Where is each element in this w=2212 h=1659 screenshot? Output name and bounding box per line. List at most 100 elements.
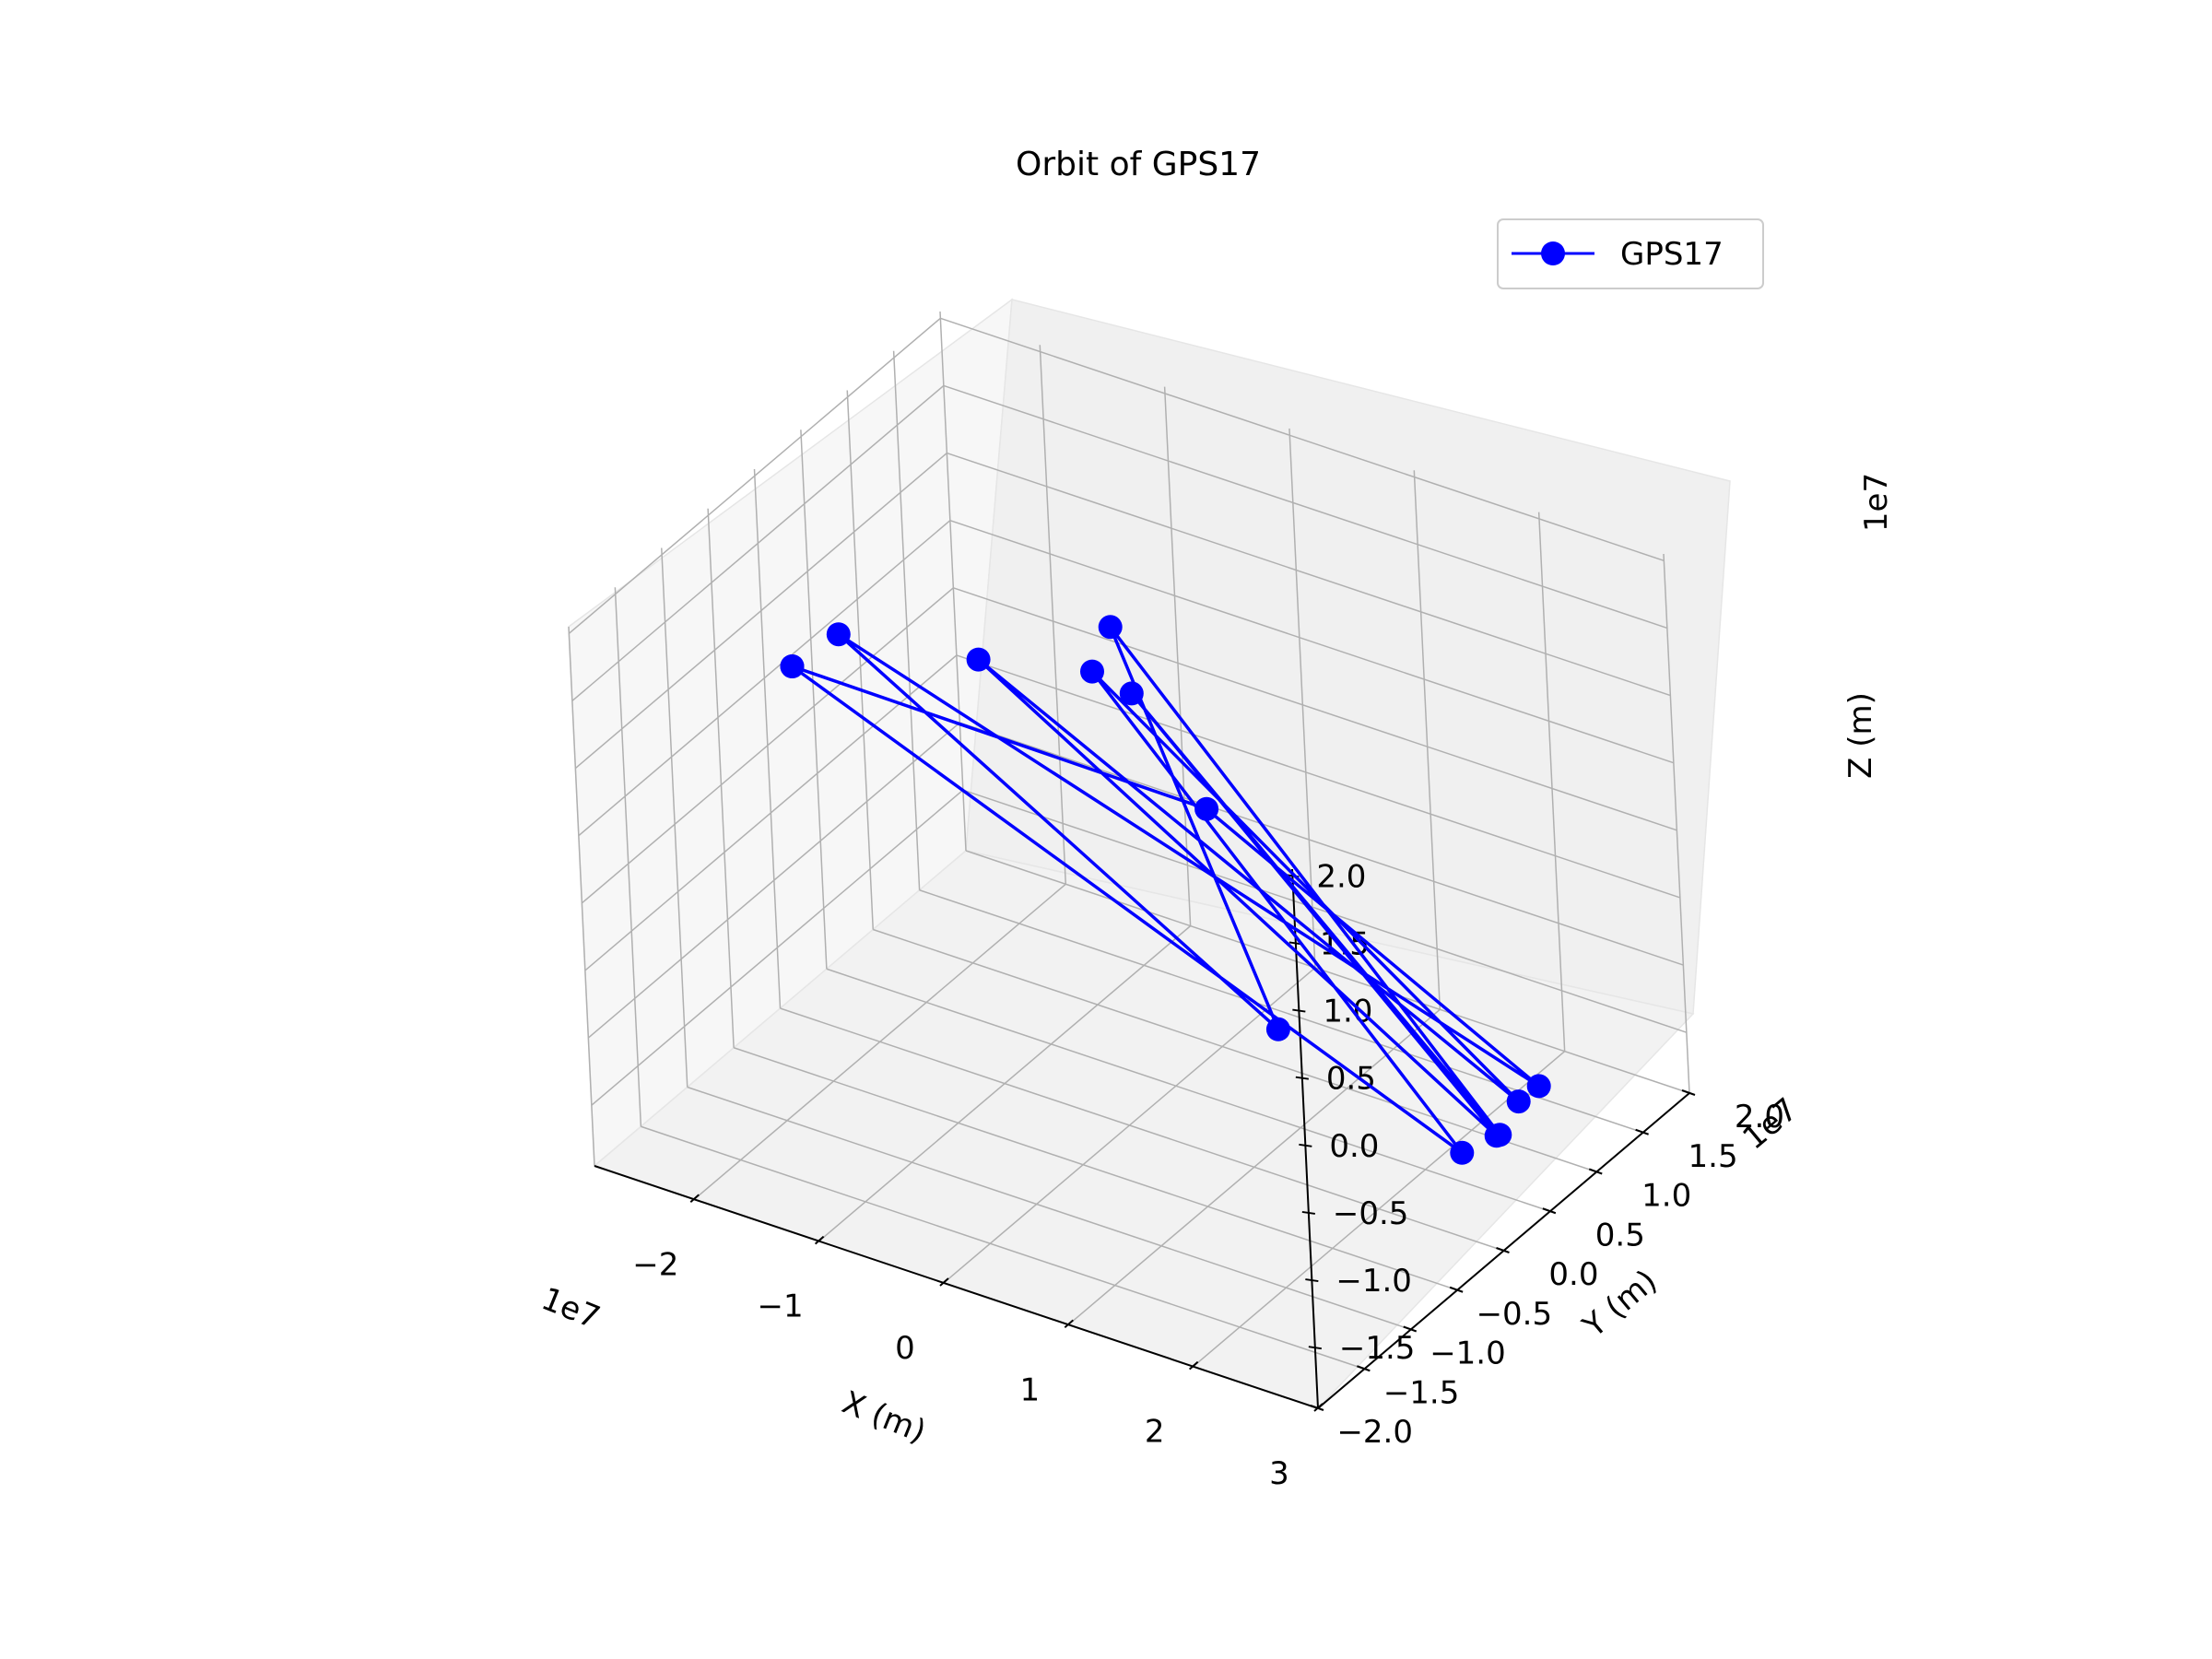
data-point — [966, 647, 991, 672]
y-grid-left — [892, 350, 921, 890]
z-tick-label: 2.0 — [1316, 858, 1366, 895]
z-tick-mark — [1292, 1008, 1306, 1013]
z-grid-left — [591, 789, 964, 1106]
x-grid-back — [1537, 512, 1566, 1052]
data-point — [1265, 1017, 1290, 1041]
x-grid-back — [1288, 428, 1316, 969]
x-grid-back — [1663, 553, 1690, 1094]
data-point — [1450, 1140, 1475, 1165]
z-grid-left — [571, 384, 945, 702]
x-tick-mark — [939, 1277, 949, 1287]
y-tick-label: −1.5 — [1383, 1374, 1460, 1411]
z-tick-label: 0.5 — [1326, 1061, 1376, 1098]
y-tick-mark — [1681, 1089, 1696, 1096]
z-tick-label: 0.0 — [1329, 1128, 1379, 1165]
z-tick-mark — [1301, 1210, 1315, 1215]
z-tick-mark — [1305, 1278, 1319, 1283]
z-grid-left — [581, 587, 954, 904]
series-line — [791, 625, 1541, 1155]
data-point — [826, 622, 851, 647]
z-tick-mark — [1308, 1346, 1322, 1350]
y-grid-floor — [687, 1086, 1411, 1331]
z-tick-mark — [1299, 1143, 1312, 1147]
z-grid-left — [568, 317, 941, 634]
y-tick-mark — [1403, 1325, 1418, 1333]
series-gps17 — [780, 615, 1551, 1165]
z-grid-left — [574, 452, 947, 770]
y-grid-floor — [780, 1007, 1504, 1252]
x-tick-mark — [1064, 1319, 1074, 1329]
z-axis-line — [1291, 868, 1319, 1409]
x-grid-back — [1039, 345, 1067, 885]
x-offset-label: 1e7 — [536, 1280, 605, 1336]
y-grid-floor — [826, 968, 1551, 1212]
z-grid-left — [584, 654, 958, 971]
y-tick-label: 1.0 — [1641, 1178, 1691, 1215]
y-tick-label: −2.0 — [1336, 1414, 1413, 1451]
x-axis-label: X (m) — [837, 1384, 931, 1451]
x-tick-mark — [814, 1235, 825, 1245]
z-grid-left — [578, 520, 951, 837]
z-grid-back — [940, 317, 1665, 562]
z-grid-back — [943, 384, 1668, 629]
z-grid-back — [956, 654, 1681, 899]
data-point — [1526, 1074, 1551, 1099]
y-tick-mark — [1310, 1405, 1324, 1411]
y-grid-floor — [733, 1047, 1458, 1291]
y-tick-mark — [1357, 1365, 1371, 1372]
chart-title: Orbit of GPS17 — [1016, 146, 1261, 183]
x-tick-label: 2 — [1145, 1414, 1165, 1451]
y-grid-left — [568, 626, 595, 1167]
z-axis-label: Z (m) — [1842, 692, 1879, 779]
y-tick-label: 2.0 — [1735, 1099, 1784, 1135]
y-grid-left — [614, 587, 642, 1127]
data-point — [1194, 796, 1219, 821]
z-grid-back — [949, 519, 1675, 764]
y-tick-label: −1.0 — [1430, 1335, 1506, 1372]
y-grid-left — [661, 547, 688, 1088]
z-tick-label: −1.5 — [1339, 1330, 1416, 1367]
x-tick-label: 3 — [1269, 1455, 1289, 1492]
y-grid-floor — [965, 850, 1690, 1094]
x-tick-label: −1 — [758, 1288, 804, 1325]
y-grid-left — [846, 390, 874, 930]
data-point — [1488, 1123, 1512, 1147]
z-grid-back — [959, 722, 1684, 966]
y-tick-mark — [1588, 1168, 1603, 1175]
x-axis-line — [594, 1165, 1319, 1409]
z-grid-back — [962, 789, 1688, 1033]
z-tick-mark — [1295, 1076, 1309, 1080]
x-tick-mark — [1188, 1360, 1199, 1371]
legend-marker — [1541, 241, 1565, 265]
y-tick-mark — [1496, 1247, 1510, 1253]
z-tick-label: −1.0 — [1335, 1263, 1412, 1300]
y-grid-left — [800, 429, 828, 970]
y-tick-label: 0.5 — [1595, 1217, 1645, 1253]
x-grid-back — [1163, 386, 1192, 926]
z-offset-label: 1e7 — [1858, 473, 1895, 532]
data-point — [1119, 681, 1144, 706]
z-grid-back — [947, 452, 1671, 697]
y-tick-label: −0.5 — [1477, 1296, 1553, 1333]
y-grid-floor — [641, 1125, 1365, 1370]
data-point — [1098, 615, 1123, 640]
y-tick-mark — [1542, 1207, 1557, 1215]
x-grid-back — [1413, 470, 1441, 1010]
data-point — [1506, 1089, 1531, 1114]
legend-frame — [1497, 218, 1764, 289]
z-tick-label: −0.5 — [1333, 1195, 1409, 1232]
legend: GPS17 — [1497, 218, 1764, 289]
y-grid-left — [939, 311, 967, 852]
z-grid-back — [953, 587, 1677, 831]
y-tick-label: 0.0 — [1548, 1256, 1598, 1293]
z-grid-left — [587, 722, 960, 1039]
data-point — [780, 654, 805, 678]
x-tick-mark — [689, 1194, 700, 1204]
x-tick-label: −2 — [632, 1246, 678, 1283]
data-point — [1080, 659, 1104, 684]
y-tick-mark — [1635, 1128, 1649, 1135]
x-tick-label: 0 — [895, 1330, 915, 1367]
y-tick-mark — [1449, 1286, 1464, 1293]
